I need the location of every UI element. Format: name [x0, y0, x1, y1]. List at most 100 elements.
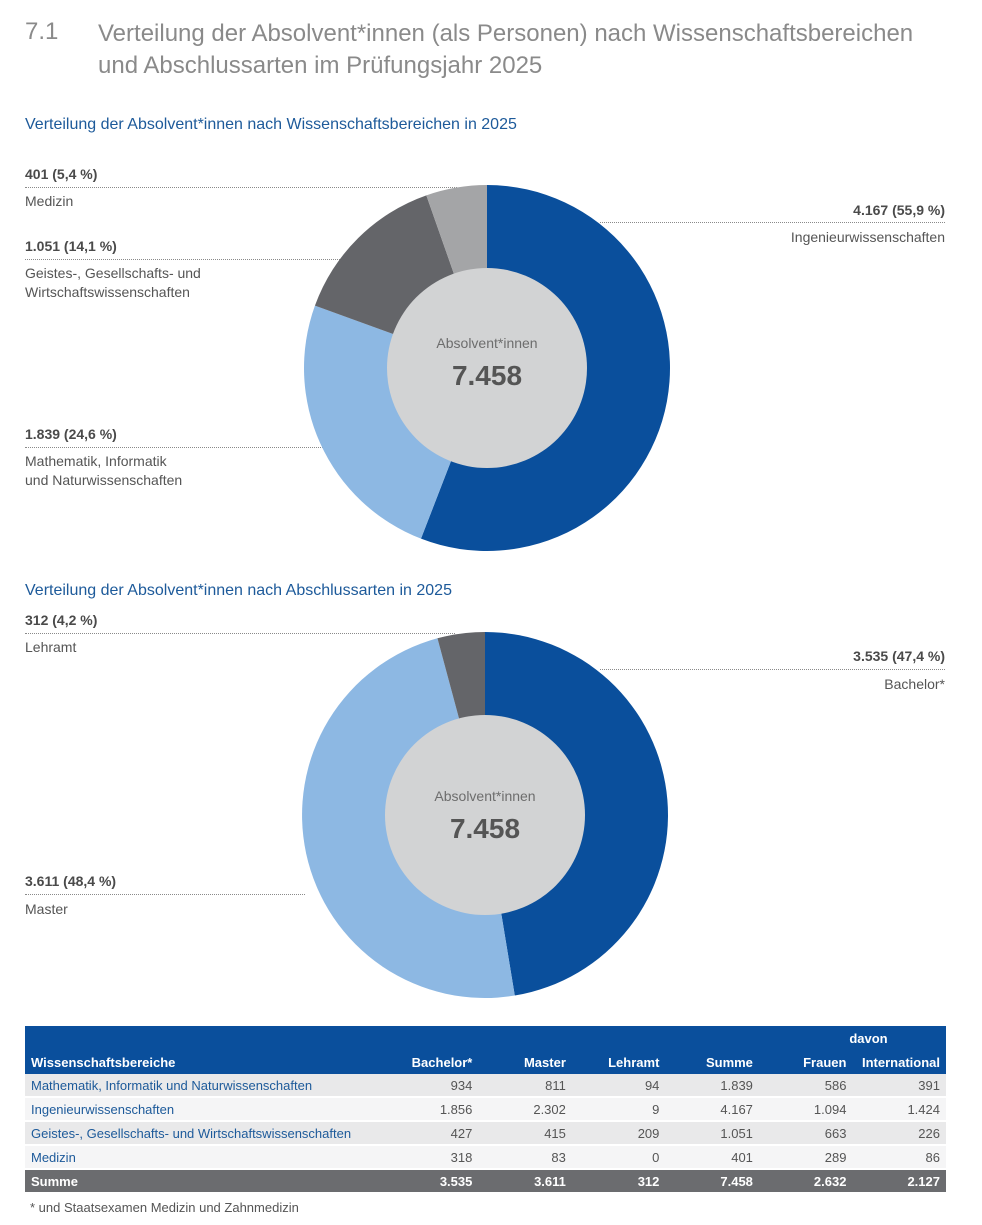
chart2-name-lehramt: Lehramt [25, 639, 77, 655]
cell-master: 811 [478, 1074, 572, 1098]
header-lehramt: Lehramt [571, 1050, 666, 1074]
chart2-center-total: 7.458 [450, 813, 520, 844]
chart1-name-mathematik-line2: und Naturwissenschaften [25, 472, 183, 488]
cell-international: 86 [852, 1145, 946, 1170]
table-row: Mathematik, Informatik und Naturwissensc… [25, 1074, 946, 1098]
chart2-title: Verteilung der Absolvent*innen nach Absc… [25, 582, 452, 599]
header-international: International [852, 1050, 946, 1074]
chart1-name-medizin: Medizin [25, 193, 74, 209]
chart1-leader-mathematik [25, 447, 323, 448]
chart1-leader-medizin [25, 187, 457, 188]
cell-frauen: 663 [758, 1121, 853, 1146]
chart2-leader-bachelor [600, 669, 945, 670]
cell-summe: 1.051 [665, 1121, 759, 1146]
table-row: Ingenieurwissenschaften 1.856 2.302 9 4.… [25, 1097, 946, 1122]
cell-summe: 401 [665, 1145, 759, 1170]
header-bachelor: Bachelor* [372, 1050, 479, 1074]
total-lehramt: 312 [571, 1169, 666, 1194]
cell-lehramt: 9 [571, 1097, 666, 1122]
chart1-center-caption: Absolvent*innen [436, 335, 537, 351]
header-spacer [478, 1026, 572, 1050]
cell-summe: 4.167 [665, 1097, 759, 1122]
header-spacer [25, 1026, 373, 1050]
cell-summe: 1.839 [665, 1074, 759, 1098]
chart2-center-caption: Absolvent*innen [434, 788, 535, 804]
chart2-name-master: Master [25, 901, 68, 917]
header-master: Master [478, 1050, 572, 1074]
chart2-label-lehramt: 312 (4,2 %) [25, 612, 97, 628]
cell-bachelor: 318 [372, 1145, 479, 1170]
section-number: 7.1 [25, 18, 59, 45]
cell-lehramt: 209 [571, 1121, 666, 1146]
cell-master: 83 [478, 1145, 572, 1170]
chart1-center-disc [387, 268, 587, 468]
chart1-value-medizin: 401 (5,4 %) [25, 166, 98, 182]
total-international: 2.127 [852, 1169, 946, 1194]
chart1-name-geistes: Geistes-, Gesellschafts- und Wirtschafts… [25, 264, 201, 302]
total-bachelor: 3.535 [372, 1169, 479, 1194]
cell-frauen: 289 [758, 1145, 853, 1170]
page-title-line1: Verteilung der Absolvent*innen (als Pers… [98, 20, 914, 47]
chart1-value-mathematik: 1.839 (24,6 %) [25, 426, 117, 442]
chart1-label-mathematik: 1.839 (24,6 %) [25, 426, 117, 442]
header-summe: Summe [665, 1050, 759, 1074]
cell-lehramt: 94 [571, 1074, 666, 1098]
chart2-value-master: 3.611 (48,4 %) [25, 873, 117, 889]
footnote: * und Staatsexamen Medizin und Zahnmediz… [30, 1200, 299, 1215]
chart1-name-geistes-line2: Wirtschaftswissenschaften [25, 284, 190, 300]
chart2-label-master: 3.611 (48,4 %) [25, 873, 116, 889]
chart2-leader-master [25, 894, 305, 895]
header-spacer [571, 1026, 666, 1050]
cell-name: Mathematik, Informatik und Naturwissensc… [25, 1074, 373, 1098]
data-table: davon Wissenschaftsbereiche Bachelor* Ma… [25, 1026, 946, 1194]
chart1-name-mathematik-line1: Mathematik, Informatik [25, 453, 167, 469]
total-summe: 7.458 [665, 1169, 759, 1194]
chart1-leader-geistes [25, 259, 340, 260]
header-spacer [372, 1026, 479, 1050]
header-davon: davon [758, 1026, 946, 1050]
chart1-title: Verteilung der Absolvent*innen nach Wiss… [25, 116, 517, 133]
chart1-name-ingenieur: Ingenieurwissenschaften [790, 229, 945, 245]
chart1-label-geistes: 1.051 (14,1 %) [25, 238, 117, 254]
total-row: Summe 3.535 3.611 312 7.458 2.632 2.127 [25, 1169, 946, 1194]
header-frauen: Frauen [758, 1050, 853, 1074]
chart2-leader-lehramt [25, 633, 455, 634]
chart1-leader-ingenieur [600, 222, 945, 223]
chart1-value-ingenieur: 4.167 (55,9 %) [853, 202, 945, 218]
cell-master: 415 [478, 1121, 572, 1146]
chart1-label-medizin: 401 (5,4 %) [25, 166, 97, 182]
chart2-label-bachelor: 3.535 (47,4 %) [853, 648, 945, 664]
cell-name: Medizin [25, 1145, 373, 1170]
total-master: 3.611 [478, 1169, 572, 1194]
total-label: Summe [25, 1169, 373, 1194]
total-frauen: 2.632 [758, 1169, 853, 1194]
cell-bachelor: 934 [372, 1074, 479, 1098]
header-spacer [665, 1026, 759, 1050]
cell-bachelor: 427 [372, 1121, 479, 1146]
chart1-center-total: 7.458 [452, 360, 522, 391]
cell-name: Ingenieurwissenschaften [25, 1097, 373, 1122]
cell-master: 2.302 [478, 1097, 572, 1122]
chart1-name-mathematik: Mathematik, Informatik und Naturwissensc… [25, 452, 182, 490]
cell-bachelor: 1.856 [372, 1097, 479, 1122]
chart2-center-disc [385, 715, 585, 915]
chart1-value-geistes: 1.051 (14,1 %) [25, 238, 117, 254]
chart2-donut: Absolvent*innen 7.458 [302, 632, 668, 998]
chart1-donut: Absolvent*innen 7.458 [304, 185, 671, 551]
chart2-value-bachelor: 3.535 (47,4 %) [853, 648, 945, 664]
header-wissenschaftsbereiche: Wissenschaftsbereiche [25, 1050, 373, 1074]
cell-lehramt: 0 [571, 1145, 666, 1170]
cell-international: 391 [852, 1074, 946, 1098]
cell-international: 1.424 [852, 1097, 946, 1122]
cell-international: 226 [852, 1121, 946, 1146]
chart2-value-lehramt: 312 (4,2 %) [25, 612, 98, 628]
table-row: Geistes-, Gesellschafts- und Wirtschafts… [25, 1121, 946, 1146]
table-row: Medizin 318 83 0 401 289 86 [25, 1145, 946, 1170]
chart2-name-bachelor: Bachelor* [884, 676, 945, 692]
cell-name: Geistes-, Gesellschafts- und Wirtschafts… [25, 1121, 373, 1146]
cell-frauen: 1.094 [758, 1097, 853, 1122]
page-title: Verteilung der Absolvent*innen (als Pers… [98, 18, 958, 82]
cell-frauen: 586 [758, 1074, 853, 1098]
page-title-line2: und Abschlussarten im Prüfungsjahr 2025 [98, 52, 543, 79]
chart1-label-ingenieur: 4.167 (55,9 %) [853, 202, 945, 218]
